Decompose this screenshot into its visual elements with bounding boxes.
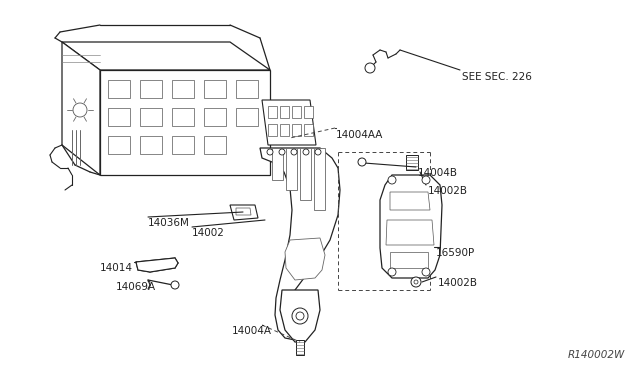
Circle shape (296, 312, 304, 320)
Polygon shape (108, 108, 130, 126)
Text: 14002: 14002 (192, 228, 225, 238)
Circle shape (414, 280, 418, 284)
Polygon shape (386, 220, 434, 245)
Polygon shape (236, 208, 251, 215)
Text: 14002B: 14002B (438, 278, 478, 288)
Polygon shape (136, 258, 178, 272)
Text: 16590P: 16590P (436, 248, 476, 258)
Text: 14036M: 14036M (148, 218, 190, 228)
Polygon shape (268, 124, 277, 136)
Polygon shape (300, 148, 311, 200)
Polygon shape (204, 108, 226, 126)
Polygon shape (62, 42, 270, 70)
Polygon shape (108, 136, 130, 154)
Circle shape (422, 176, 430, 184)
Circle shape (292, 308, 308, 324)
Polygon shape (204, 80, 226, 98)
Circle shape (267, 149, 273, 155)
Circle shape (422, 268, 430, 276)
Circle shape (315, 149, 321, 155)
Circle shape (358, 158, 366, 166)
Polygon shape (108, 80, 130, 98)
Polygon shape (380, 175, 442, 278)
Text: 14004AA: 14004AA (336, 130, 383, 140)
Polygon shape (286, 148, 297, 190)
Text: 14004B: 14004B (418, 168, 458, 178)
Polygon shape (272, 148, 283, 180)
Polygon shape (280, 124, 289, 136)
Polygon shape (236, 108, 258, 126)
Polygon shape (230, 205, 258, 220)
Polygon shape (292, 124, 301, 136)
Polygon shape (172, 108, 194, 126)
Polygon shape (204, 136, 226, 154)
Circle shape (411, 277, 421, 287)
Polygon shape (280, 290, 320, 342)
Polygon shape (140, 136, 162, 154)
Polygon shape (236, 80, 258, 98)
Polygon shape (314, 148, 325, 210)
Polygon shape (296, 340, 304, 355)
Polygon shape (140, 80, 162, 98)
Text: 14069A: 14069A (116, 282, 156, 292)
Circle shape (73, 103, 87, 117)
Polygon shape (260, 148, 340, 340)
Polygon shape (100, 70, 270, 175)
Circle shape (388, 268, 396, 276)
Polygon shape (262, 100, 316, 145)
Text: 14002B: 14002B (428, 186, 468, 196)
Circle shape (365, 63, 375, 73)
Text: R140002W: R140002W (568, 350, 625, 360)
Polygon shape (172, 136, 194, 154)
Polygon shape (268, 106, 277, 118)
Circle shape (291, 149, 297, 155)
Polygon shape (285, 238, 325, 280)
Polygon shape (304, 106, 313, 118)
Text: 14014: 14014 (100, 263, 133, 273)
Polygon shape (172, 80, 194, 98)
Polygon shape (390, 192, 430, 210)
Text: SEE SEC. 226: SEE SEC. 226 (462, 72, 532, 82)
Circle shape (388, 176, 396, 184)
Circle shape (303, 149, 309, 155)
Polygon shape (406, 155, 418, 170)
Polygon shape (292, 106, 301, 118)
Polygon shape (390, 252, 428, 268)
Circle shape (279, 149, 285, 155)
Polygon shape (304, 124, 313, 136)
Polygon shape (62, 42, 100, 175)
Circle shape (171, 281, 179, 289)
Polygon shape (280, 106, 289, 118)
Polygon shape (140, 108, 162, 126)
Text: 14004A: 14004A (232, 326, 272, 336)
